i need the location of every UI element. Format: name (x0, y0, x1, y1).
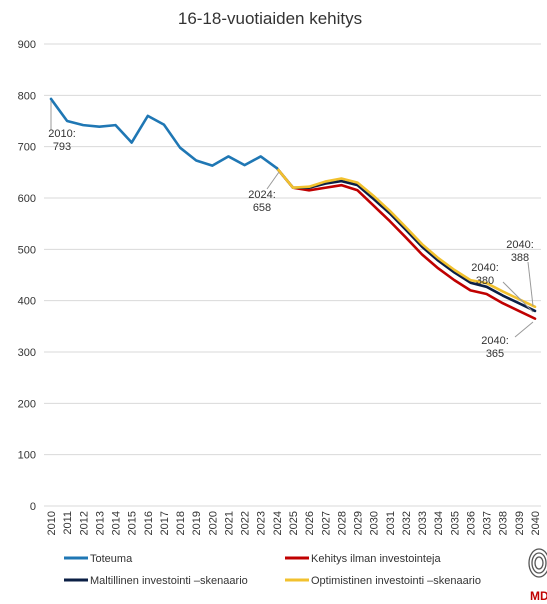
x-tick-label: 2040 (530, 511, 542, 535)
annotation-value: 658 (253, 202, 271, 214)
x-tick-label: 2020 (207, 511, 219, 535)
annotation-value: 380 (476, 275, 494, 287)
x-tick-label: 2028 (336, 511, 348, 535)
x-tick-label: 2012 (78, 511, 90, 535)
x-tick-label: 2029 (353, 511, 365, 535)
series-lines (49, 97, 537, 320)
x-axis-ticks: 2010 2011 2012 2013 2014 2015 2016 2017 2018 2019… (46, 511, 542, 535)
series-line-0 (49, 97, 279, 170)
x-tick-label: 2037 (482, 511, 494, 535)
x-tick-label: 2035 (449, 511, 461, 535)
y-tick-label: 500 (18, 244, 36, 256)
x-tick-label: 2013 (94, 511, 106, 535)
series-line-2 (275, 166, 537, 313)
x-tick-label: 2019 (191, 511, 203, 535)
x-tick-label: 2030 (369, 511, 381, 535)
x-tick-label: 2011 (62, 511, 74, 535)
annotation-label: 2040: (471, 262, 499, 274)
annotation-value: 365 (486, 348, 504, 360)
legend: Toteuma Kehitys ilman investointeja Maltil… (64, 553, 481, 587)
annotation-value: 388 (511, 252, 529, 264)
y-tick-label: 0 (30, 501, 36, 513)
y-tick-label: 200 (18, 398, 36, 410)
y-tick-label: 300 (18, 347, 36, 359)
legend-entry: Optimistinen investointi –skenaario (311, 575, 481, 587)
x-tick-label: 2025 (288, 511, 300, 535)
gridlines (44, 43, 541, 507)
series-line-3 (275, 166, 537, 309)
x-tick-label: 2015 (127, 511, 139, 535)
x-tick-label: 2038 (498, 511, 510, 535)
x-tick-label: 2034 (433, 511, 445, 535)
y-tick-label: 800 (18, 90, 36, 102)
x-tick-label: 2023 (256, 511, 268, 535)
x-tick-label: 2033 (417, 511, 429, 535)
logo-text: MD (530, 589, 547, 603)
x-tick-label: 2026 (304, 511, 316, 535)
x-tick-label: 2024 (272, 511, 284, 535)
y-tick-label: 700 (18, 142, 36, 154)
fingerprint-icon (528, 548, 547, 578)
x-tick-label: 2017 (159, 511, 171, 535)
y-axis-ticks: 0 100 200 300 400 500 600 700 800 900 (18, 39, 36, 513)
annotation-leader (502, 281, 534, 313)
legend-entry: Maltillinen investointi –skenaario (90, 575, 248, 587)
x-tick-label: 2039 (514, 511, 526, 535)
y-tick-label: 100 (18, 450, 36, 462)
annotation-label: 2040: (481, 335, 509, 347)
chart-title: 16-18-vuotiaiden kehitys (178, 9, 362, 28)
x-tick-label: 2031 (385, 511, 397, 535)
annotation-value: 793 (53, 141, 71, 153)
annotation-label: 2024: (248, 189, 276, 201)
y-tick-label: 400 (18, 296, 36, 308)
x-tick-label: 2022 (240, 511, 252, 535)
x-tick-label: 2027 (320, 511, 332, 535)
y-tick-label: 600 (18, 193, 36, 205)
x-tick-label: 2016 (143, 511, 155, 535)
legend-entry: Toteuma (90, 553, 133, 565)
x-tick-label: 2021 (223, 511, 235, 535)
logo: MD (528, 548, 547, 603)
annotation-leader (266, 171, 280, 190)
x-tick-label: 2014 (111, 511, 123, 535)
y-tick-label: 900 (18, 39, 36, 51)
x-tick-label: 2032 (401, 511, 413, 535)
annotation-leader (527, 261, 534, 307)
x-tick-label: 2010 (46, 511, 58, 535)
x-tick-label: 2018 (175, 511, 187, 535)
annotation-label: 2040: (506, 239, 534, 251)
annotation-label: 2010: (48, 128, 76, 140)
series-line-1 (275, 166, 537, 320)
annotation-leader (514, 321, 534, 338)
legend-entry: Kehitys ilman investointeja (311, 553, 442, 565)
x-tick-label: 2036 (465, 511, 477, 535)
